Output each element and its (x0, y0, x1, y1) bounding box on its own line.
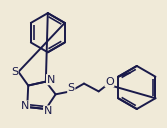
Text: S: S (68, 83, 75, 93)
Text: S: S (11, 67, 18, 77)
Text: N: N (21, 101, 30, 111)
Text: N: N (47, 75, 55, 85)
Text: O: O (105, 77, 114, 87)
Text: N: N (44, 106, 52, 116)
